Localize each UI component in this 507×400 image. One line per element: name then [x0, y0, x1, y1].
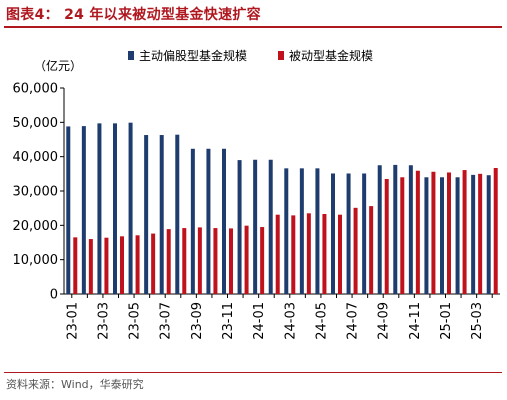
legend: 主动偏股型基金规模 被动型基金规模	[128, 48, 373, 63]
y-tick-label: 20,000	[13, 219, 59, 234]
x-tick-label: 23-09	[190, 302, 205, 340]
bar-passive	[182, 228, 187, 294]
bar-passive	[353, 207, 358, 294]
bar-active	[206, 148, 211, 294]
bar-active	[408, 165, 413, 294]
bar-active	[455, 177, 460, 294]
bar-active	[128, 122, 133, 294]
bar-passive	[306, 213, 311, 294]
x-tick-label: 24-11	[408, 302, 423, 340]
bar-active	[424, 177, 429, 294]
bar-active	[268, 159, 273, 294]
bar-active	[299, 168, 304, 294]
bar-active	[440, 177, 444, 294]
bar-passive	[166, 229, 171, 294]
x-tick-label: 23-05	[128, 302, 143, 340]
bar-active	[393, 164, 398, 294]
bar-active	[362, 173, 367, 294]
bar-passive	[291, 215, 296, 294]
bar-passive	[244, 225, 249, 294]
x-tick-label: 24-01	[252, 302, 267, 340]
bar-passive	[447, 172, 451, 294]
x-tick-label: 24-03	[283, 302, 298, 340]
x-tick-label: 23-11	[221, 302, 236, 340]
bar-passive	[478, 173, 483, 294]
bar-passive	[197, 227, 202, 294]
y-axis: 0 10,000 20,000 30,000 40,000 50,000 60,000	[13, 82, 65, 303]
bar-active	[237, 160, 242, 294]
bar-active	[175, 134, 180, 294]
bar-active	[222, 148, 226, 294]
bar-active	[331, 173, 335, 294]
bar-passive	[73, 237, 78, 294]
bar-passive	[104, 237, 109, 294]
bar-active	[144, 135, 149, 294]
bar-active	[81, 126, 86, 294]
bar-active	[315, 168, 320, 294]
legend-swatch	[278, 51, 284, 60]
legend-label: 被动型基金规模	[289, 48, 373, 63]
bar-active	[346, 173, 351, 294]
bar-passive	[88, 239, 93, 294]
bar-active	[486, 175, 491, 294]
bar-passive	[415, 170, 420, 294]
bar-passive	[493, 167, 498, 294]
source-note: 资料来源：Wind，华泰研究	[6, 378, 144, 391]
bar-active	[97, 123, 102, 294]
y-tick-label: 0	[50, 288, 58, 303]
bar-passive	[120, 236, 124, 294]
bar-passive	[400, 177, 405, 294]
x-tick-label: 23-01	[65, 302, 80, 340]
bar-active	[113, 123, 117, 294]
x-tick-label: 23-03	[96, 302, 111, 340]
y-tick-label: 40,000	[13, 150, 59, 165]
y-tick-label: 10,000	[13, 253, 59, 268]
figure-title: 图表4： 24 年以来被动型基金快速扩容	[6, 7, 261, 23]
legend-label: 主动偏股型基金规模	[139, 48, 247, 63]
bar-active	[284, 168, 289, 294]
footer-rule	[4, 372, 502, 373]
bar-passive	[369, 206, 374, 294]
x-tick-label: 24-05	[314, 302, 329, 340]
bar-passive	[462, 170, 467, 294]
x-tick-label: 25-03	[470, 302, 485, 340]
bar-passive	[135, 235, 140, 294]
bar-active	[377, 165, 382, 294]
bar-active	[159, 135, 164, 294]
bar-active	[253, 159, 258, 294]
bar-chart: （亿元） 主动偏股型基金规模 被动型基金规模 0 10,000 20,000 30,00…	[13, 48, 500, 340]
bar-passive	[384, 178, 389, 294]
x-tick-label: 24-09	[377, 302, 392, 340]
legend-swatch	[128, 51, 134, 60]
bar-active	[190, 148, 195, 294]
y-tick-label: 60,000	[13, 82, 59, 97]
bar-active	[471, 174, 476, 294]
x-tick-label: 25-01	[439, 302, 454, 340]
bar-passive	[322, 214, 327, 294]
x-tick-label: 24-07	[346, 302, 361, 340]
x-axis: 23-01 23-03 23-05 23-07 23-09 23-11 24-01 24-03…	[64, 293, 500, 340]
bar-passive	[213, 228, 218, 294]
bar-passive	[229, 228, 233, 294]
bar-passive	[431, 171, 436, 294]
y-tick-label: 30,000	[13, 185, 59, 200]
title-rule	[4, 26, 502, 28]
bar-passive	[151, 233, 156, 294]
y-tick-label: 50,000	[13, 116, 59, 131]
bar-active	[66, 126, 71, 294]
bar-passive	[338, 214, 342, 294]
y-unit-label: （亿元）	[34, 58, 82, 73]
bar-passive	[260, 227, 265, 294]
x-tick-label: 23-07	[159, 302, 174, 340]
bars	[66, 122, 498, 294]
bar-passive	[275, 214, 280, 294]
